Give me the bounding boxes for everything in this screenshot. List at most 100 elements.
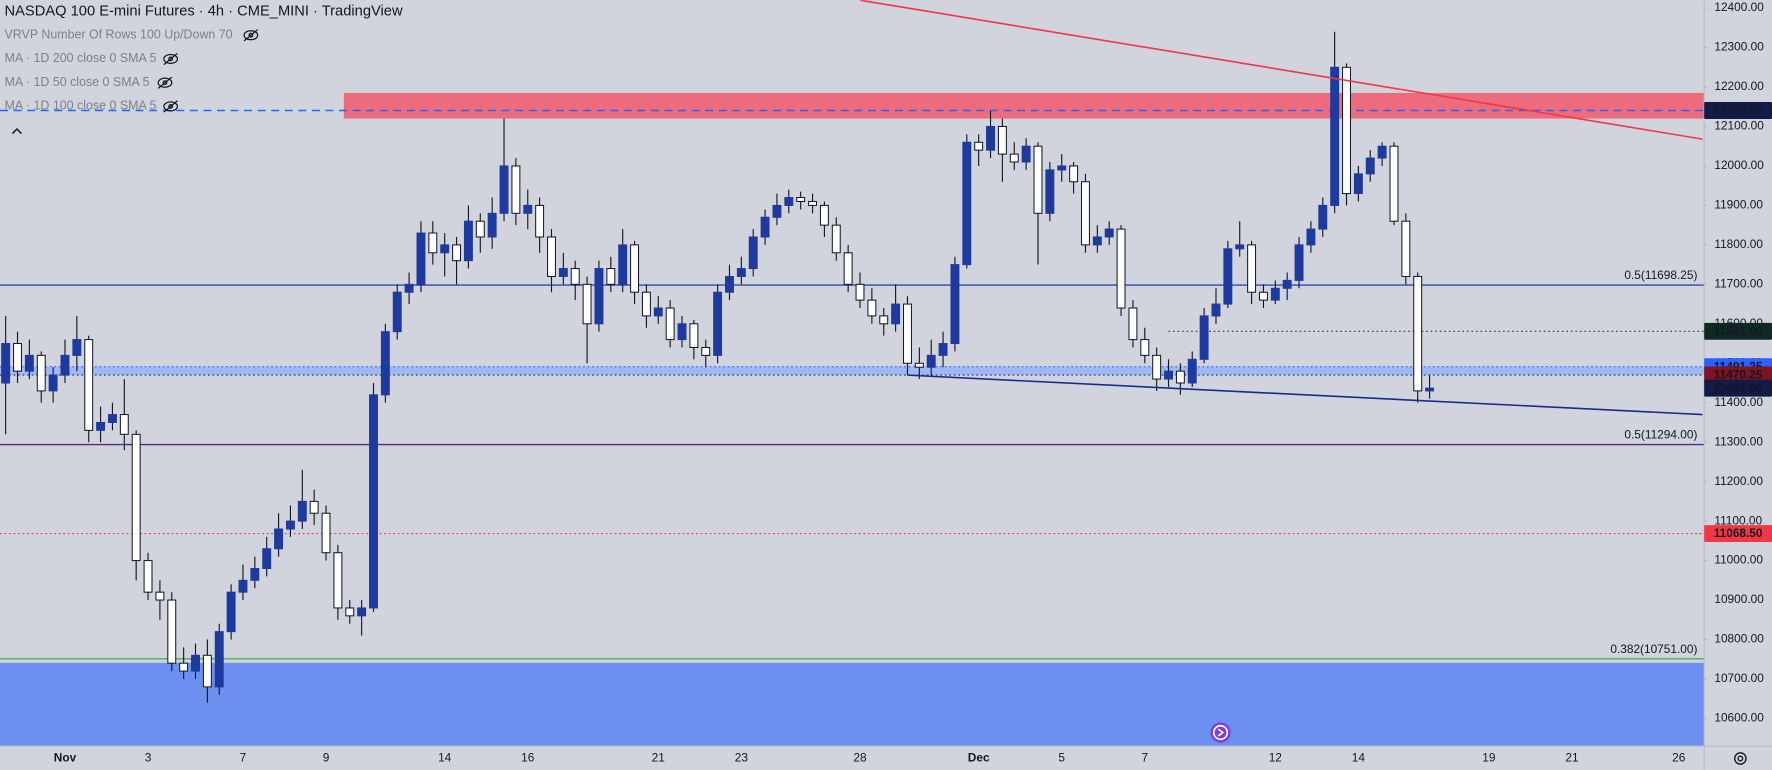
candle-body [523,204,533,214]
candle-body [653,307,663,317]
candle-body [606,268,616,285]
candle-body [594,268,604,325]
candle-body [891,303,901,325]
candle-body [535,204,545,238]
price-label-box [1704,379,1772,397]
candle-body [760,216,770,238]
candle-body [831,224,841,254]
candle-body [772,204,782,218]
candle-body [1270,287,1280,301]
candle-body [84,339,94,431]
y-tick-label: 11900.00 [1714,198,1763,212]
candle-body [155,591,165,601]
candle-body [665,307,675,341]
candle-body [974,141,984,151]
candle-body [641,291,651,317]
candle-body [1199,315,1209,360]
candle-body [345,607,355,617]
price-label-box [1704,525,1772,543]
candle-body [1187,358,1197,384]
x-tick-label: 3 [145,751,152,765]
candle-body [487,212,497,238]
level-label: 0.5(11698.25) [1624,268,1697,282]
x-tick-label: 14 [1352,751,1366,765]
y-tick-label: 11800.00 [1714,237,1763,251]
x-tick-label: 5 [1058,751,1065,765]
candle-body [808,200,818,206]
x-tick-label: 21 [652,751,666,765]
y-tick-label: 12200.00 [1714,79,1764,93]
candle-body [713,291,723,356]
collapse-button[interactable] [11,127,22,135]
candle-body [1235,244,1245,250]
tradingview-logo[interactable] [1210,722,1231,743]
candle-body [914,362,924,368]
y-tick-label: 11100.00 [1714,513,1762,527]
price-label: 12140.50 [1713,103,1763,117]
candle-body [903,303,912,364]
settings-button[interactable] [1734,752,1747,765]
y-tick-label: 10900.00 [1714,592,1764,606]
hide-icon[interactable] [157,76,173,89]
candle-body [119,414,129,435]
candle-body [962,141,972,266]
level-label: 0.382(10751.00) [1610,642,1697,656]
price-label-box [1704,366,1772,384]
candle-body [511,165,521,214]
x-tick-label: 9 [323,751,330,765]
y-tick-label: 11400.00 [1714,395,1763,409]
candle-body [179,662,189,672]
x-tick-label: 28 [853,751,867,765]
candle-body [107,414,117,423]
candle-body [452,244,462,262]
x-tick-label: Dec [968,751,990,765]
candle-body [1152,354,1162,380]
candle-body [238,579,248,593]
candle-body [618,244,628,285]
candle-body [1211,303,1221,317]
plot-area: 0.5(11698.25) 0.5(11294.00) 0.382(10751.00… [0,0,1705,747]
y-tick-label: 11700.00 [1714,276,1763,290]
candle-body [285,520,295,530]
candle-body [926,354,936,368]
indicator-label: MA · 1D 200 close 0 SMA 5 [5,51,157,65]
hide-icon[interactable] [163,100,179,113]
candle-body [701,346,711,356]
candle-body [736,268,746,277]
candle-body [1377,145,1387,159]
y-tick-label: 12100.00 [1714,119,1764,133]
candle-body [1282,279,1292,289]
x-tick-label: 16 [521,751,535,765]
candle-body [191,654,200,672]
candle-body [1057,165,1067,171]
y-tick-label: 12400.00 [1714,0,1764,14]
candle-body [274,528,284,550]
x-tick-label: 19 [1482,751,1496,765]
candle-body [1021,145,1031,163]
y-tick-label: 10600.00 [1714,711,1764,725]
candle-body [404,283,414,293]
candle-body [1401,220,1411,277]
candle-body [1128,307,1138,341]
candle-body [986,125,995,151]
x-tick-label: 12 [1269,751,1282,765]
candle-body [1306,228,1316,246]
candle-body [867,299,877,317]
candle-body [1164,370,1173,380]
candle-body [1009,153,1019,163]
candle-body [131,433,141,562]
y-tick-label: 10700.00 [1714,671,1764,685]
y-tick-label: 12000.00 [1714,158,1764,172]
y-tick-label: 11200.00 [1714,474,1763,488]
candle-body [499,165,509,214]
candle-body [843,252,853,285]
candle-body [202,654,212,688]
hide-icon[interactable] [163,52,179,66]
candle-body [1223,248,1233,305]
hide-icon[interactable] [243,29,259,42]
candle-body [1353,173,1363,195]
candle-body [1,343,11,384]
trendline [907,374,1703,416]
